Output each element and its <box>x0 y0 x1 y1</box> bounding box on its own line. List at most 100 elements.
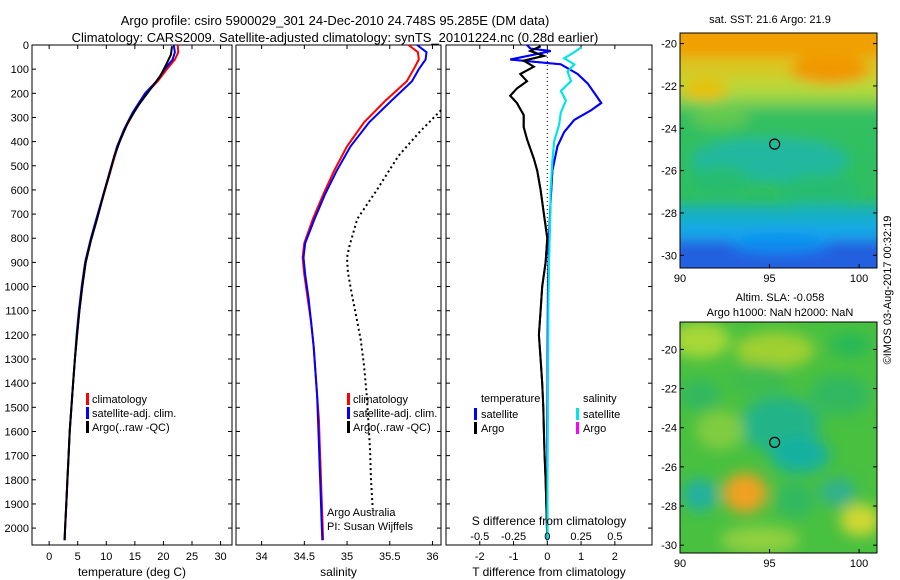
map-y-tick-label: -24 <box>661 123 677 135</box>
legend-label: Argo <box>583 423 606 435</box>
y-tick-label: 1100 <box>5 306 29 318</box>
x-tick-label: -2 <box>475 551 485 563</box>
top-x-tick-label: 0 <box>544 531 550 543</box>
argo-location-marker <box>769 436 781 448</box>
sla-map-image <box>680 322 877 553</box>
legend-label: Argo(..raw -QC) <box>92 422 170 434</box>
x-tick-label: 36 <box>426 551 438 563</box>
annotation-text: PI: Susan Wijffels <box>327 521 413 533</box>
x-tick-label: 35 <box>341 551 353 563</box>
legend-swatch <box>576 422 579 434</box>
y-tick-label: 1500 <box>5 402 29 414</box>
y-tick-label: 1800 <box>5 475 29 487</box>
salinity-profile-panel: 34 34.5 35 35.5 36 salinity climatology satelli… <box>235 44 442 579</box>
sst-map-panel: 90 95 100 -20 -22 -24 -26 -28 -30 <box>661 32 878 285</box>
y-tick-label: 0 <box>23 40 29 52</box>
sla-map-panel: 90 95 100 -20 -22 -24 -26 -28 -30 <box>661 321 878 570</box>
y-tick-label: 800 <box>11 233 29 245</box>
map-y-tick-label: -26 <box>661 166 677 178</box>
y-tick-label: 1200 <box>5 330 29 342</box>
x-tick-label: 34 <box>256 551 268 563</box>
map-y-tick-label: -20 <box>661 344 677 356</box>
legend-header: salinity <box>583 393 617 405</box>
y-tick-label: 1000 <box>5 282 29 294</box>
x-tick-label: 5 <box>75 551 81 563</box>
y-tick-label: 400 <box>11 137 29 149</box>
x-tick-label: 34.5 <box>294 551 315 563</box>
map-x-tick-label: 100 <box>850 273 868 285</box>
x-tick-label: 1 <box>578 551 584 563</box>
map-y-tick-label: -28 <box>661 501 677 513</box>
x-axis-label: temperature (deg C) <box>78 565 186 579</box>
legend-label: satellite <box>481 409 518 421</box>
map-y-tick-label: -30 <box>661 250 677 262</box>
map-y-tick-label: -22 <box>661 384 677 396</box>
series-line-satellite-adj-clim- <box>302 44 428 541</box>
x-axis-label: salinity <box>320 565 357 579</box>
y-tick-label: 1600 <box>5 426 29 438</box>
sst-map-title: sat. SST: 21.6 Argo: 21.9 <box>709 14 831 26</box>
legend-swatch <box>347 421 350 433</box>
difference-profile-panel: -2 -1 0 1 2 T difference from climatology S di… <box>445 44 653 579</box>
legend-label: Argo(..raw -QC) <box>353 422 431 434</box>
y-tick-label: 100 <box>11 64 29 76</box>
legend-swatch <box>86 393 89 405</box>
legend-label: satellite-adj. clim. <box>353 408 437 420</box>
sst-map-image <box>680 33 877 268</box>
series-line-salinity-satellite <box>546 46 582 541</box>
legend-swatch <box>86 407 89 419</box>
figure-title-line-1: Argo profile: csiro 5900029_301 24-Dec-2… <box>120 13 550 28</box>
map-y-tick-label: -22 <box>661 81 677 93</box>
top-x-axis-label: S difference from climatology <box>472 514 627 528</box>
top-x-tick-label: 0.5 <box>607 531 622 543</box>
legend-label: satellite <box>583 409 620 421</box>
map-y-tick-label: -30 <box>661 540 677 552</box>
map-x-tick-label: 95 <box>763 273 775 285</box>
series-line-temperature-argo <box>508 45 549 541</box>
y-tick-label: 2000 <box>5 523 29 535</box>
y-tick-label: 200 <box>11 88 29 100</box>
map-x-tick-label: 90 <box>674 558 686 570</box>
legend-label: climatology <box>92 394 148 406</box>
x-tick-label: 0 <box>544 551 550 563</box>
y-tick-label: 700 <box>11 209 29 221</box>
y-tick-label: 600 <box>11 185 29 197</box>
top-x-tick-label: -0.25 <box>501 531 526 543</box>
legend-swatch <box>474 408 477 420</box>
map-y-tick-label: -20 <box>661 39 677 51</box>
temperature-profile-panel: 0100200300400500600700800900100011001200… <box>5 40 233 579</box>
y-tick-label: 300 <box>11 112 29 124</box>
x-tick-label: 30 <box>214 551 226 563</box>
map-y-tick-label: -24 <box>661 423 677 435</box>
y-tick-label: 900 <box>11 257 29 269</box>
map-x-tick-label: 100 <box>850 558 868 570</box>
y-tick-label: 1300 <box>5 354 29 366</box>
map-y-tick-label: -28 <box>661 208 677 220</box>
figure-title-line-2: Climatology: CARS2009. Satellite-adjuste… <box>71 30 599 45</box>
legend-swatch <box>86 421 89 433</box>
annotation-text: Argo Australia <box>327 507 396 519</box>
x-tick-label: 2 <box>612 551 618 563</box>
legend-label: satellite-adj. clim. <box>92 408 176 420</box>
legend-label: climatology <box>353 394 409 406</box>
x-tick-label: 0 <box>46 551 52 563</box>
series-line-argo-raw-qc- <box>345 109 442 509</box>
y-tick-label: 1700 <box>5 451 29 463</box>
top-x-tick-label: 0.25 <box>570 531 591 543</box>
x-tick-label: 20 <box>157 551 169 563</box>
legend-label: Argo <box>481 423 504 435</box>
y-tick-label: 1900 <box>5 499 29 511</box>
argo-location-marker <box>769 138 781 150</box>
legend-swatch <box>576 408 579 420</box>
x-tick-label: 25 <box>186 551 198 563</box>
sla-map-title-line-2: Argo h1000: NaN h2000: NaN <box>706 307 854 319</box>
x-tick-label: -1 <box>509 551 519 563</box>
legend-swatch <box>474 422 477 434</box>
plot-frame <box>31 44 233 546</box>
map-x-tick-label: 95 <box>763 558 775 570</box>
legend-swatch <box>347 407 350 419</box>
x-tick-label: 15 <box>129 551 141 563</box>
top-x-tick-label: -0.5 <box>470 531 489 543</box>
sla-map-title-line-1: Altim. SLA: -0.058 <box>735 292 825 304</box>
